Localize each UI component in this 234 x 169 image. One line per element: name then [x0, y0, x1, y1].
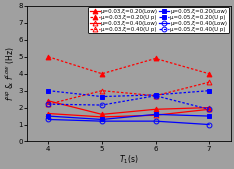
μ=0.05,ξ=0.20(Low): [47, 115, 50, 117]
μ=0.05,ξ=0.20(U p): [154, 94, 157, 96]
μ=0.03,ξ=0.20(U p): [208, 73, 211, 75]
μ=0.05,ξ=0.40(Low): [101, 120, 103, 122]
μ=0.05,ξ=0.20(U p): [101, 96, 103, 98]
μ=0.03,ξ=0.20(Low): [154, 108, 157, 110]
μ=0.05,ξ=0.40(U p): [47, 103, 50, 105]
Y-axis label: $f^{up}$ & $f^{Low}$ (Hz): $f^{up}$ & $f^{Low}$ (Hz): [4, 46, 17, 101]
μ=0.05,ξ=0.20(Low): [154, 113, 157, 115]
μ=0.03,ξ=0.20(U p): [154, 57, 157, 59]
X-axis label: $T_1$(s): $T_1$(s): [119, 153, 139, 165]
μ=0.03,ξ=0.20(Low): [47, 100, 50, 102]
Line: μ=0.03,ξ=0.40(U p): μ=0.03,ξ=0.40(U p): [46, 80, 212, 107]
μ=0.03,ξ=0.20(Low): [208, 107, 211, 109]
μ=0.03,ξ=0.20(Low): [101, 113, 103, 115]
μ=0.05,ξ=0.20(Low): [101, 118, 103, 120]
μ=0.05,ξ=0.40(U p): [101, 104, 103, 106]
μ=0.03,ξ=0.40(Low): [47, 113, 50, 115]
Line: μ=0.05,ξ=0.20(U p): μ=0.05,ξ=0.20(U p): [46, 88, 212, 99]
μ=0.05,ξ=0.40(Low): [47, 118, 50, 120]
Line: μ=0.05,ξ=0.20(Low): μ=0.05,ξ=0.20(Low): [46, 112, 212, 122]
μ=0.05,ξ=0.40(Low): [208, 124, 211, 126]
μ=0.03,ξ=0.40(Low): [208, 108, 211, 110]
μ=0.03,ξ=0.20(U p): [47, 56, 50, 58]
μ=0.05,ξ=0.40(U p): [208, 108, 211, 110]
μ=0.03,ξ=0.40(U p): [47, 103, 50, 105]
μ=0.03,ξ=0.20(U p): [101, 73, 103, 75]
μ=0.05,ξ=0.20(Low): [208, 115, 211, 117]
Line: μ=0.03,ξ=0.20(Low): μ=0.03,ξ=0.20(Low): [46, 98, 212, 117]
Line: μ=0.05,ξ=0.40(U p): μ=0.05,ξ=0.40(U p): [46, 93, 212, 112]
μ=0.03,ξ=0.40(U p): [154, 95, 157, 97]
Line: μ=0.03,ξ=0.20(U p): μ=0.03,ξ=0.20(U p): [46, 54, 212, 76]
μ=0.05,ξ=0.20(U p): [208, 90, 211, 92]
μ=0.03,ξ=0.40(U p): [101, 90, 103, 92]
μ=0.05,ξ=0.40(U p): [154, 95, 157, 97]
Line: μ=0.03,ξ=0.40(Low): μ=0.03,ξ=0.40(Low): [46, 107, 212, 119]
Line: μ=0.05,ξ=0.40(Low): μ=0.05,ξ=0.40(Low): [46, 117, 212, 127]
μ=0.03,ξ=0.40(U p): [208, 81, 211, 83]
μ=0.05,ξ=0.20(U p): [47, 90, 50, 92]
μ=0.03,ξ=0.40(Low): [101, 116, 103, 118]
μ=0.03,ξ=0.40(Low): [154, 114, 157, 116]
μ=0.05,ξ=0.40(Low): [154, 120, 157, 122]
Legend: μ=0.03,ξ=0.20(Low), μ=0.03,ξ=0.20(U p), μ=0.03,ξ=0.40(Low), μ=0.03,ξ=0.40(U p), : μ=0.03,ξ=0.20(Low), μ=0.03,ξ=0.20(U p), …: [88, 7, 229, 33]
